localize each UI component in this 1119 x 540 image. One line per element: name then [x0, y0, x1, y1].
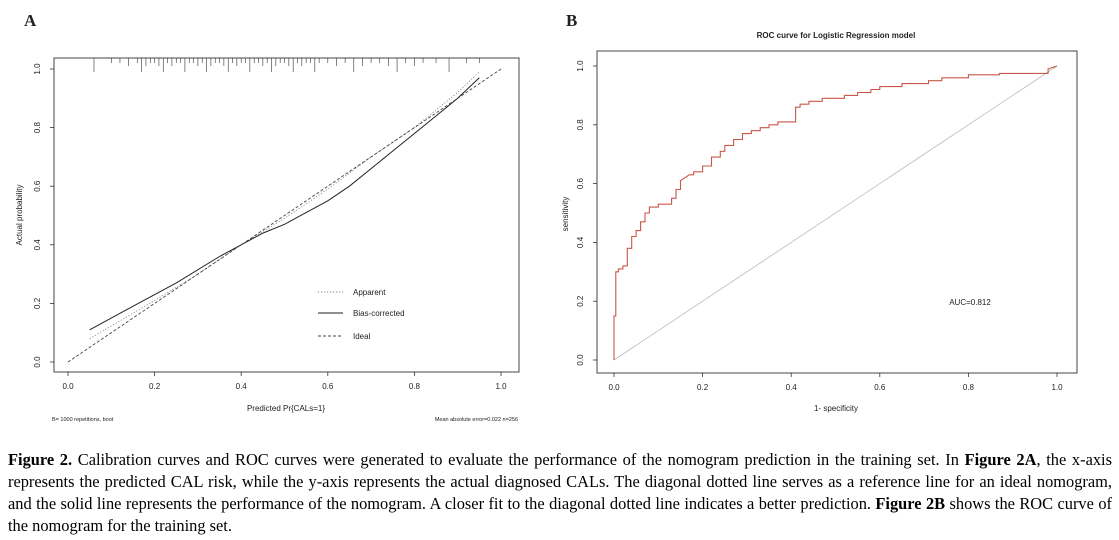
legend-apparent-label: Apparent: [353, 288, 386, 297]
legend-bias-corrected-label: Bias-corrected: [353, 309, 405, 318]
x-tick-label: 1.0: [1051, 383, 1063, 392]
y-tick-label: 0.2: [33, 297, 42, 309]
x-tick-label: 0.2: [149, 382, 161, 391]
x-tick-label: 0.8: [963, 383, 975, 392]
roc-plot-frame: [596, 50, 1078, 374]
y-tick-label: 0.0: [576, 354, 585, 366]
legend-ideal-label: Ideal: [353, 332, 371, 341]
x-tick-label: 1.0: [495, 382, 507, 391]
caption-text-2: , the x-axis represents the predicted CA…: [8, 450, 1112, 513]
caption-text-3: shows the ROC curve of the nomogram for …: [8, 494, 1112, 535]
y-tick-label: 0.4: [33, 239, 42, 251]
y-tick-label: 0.4: [576, 236, 585, 248]
roc-xlabel: 1- specificity: [814, 404, 858, 413]
x-tick-label: 0.4: [236, 382, 248, 391]
x-tick-label: 0.8: [409, 382, 421, 391]
calibration-note-right: Mean absolute error=0.022 n=256: [435, 417, 518, 423]
y-tick-label: 0.6: [576, 177, 585, 189]
y-tick-label: 0.6: [33, 180, 42, 192]
calibration-legend: Apparent Bias-corrected Ideal: [318, 288, 405, 341]
calibration-rug: [93, 58, 480, 72]
panel-b-letter: B: [566, 11, 577, 30]
panel-a-letter: A: [24, 11, 37, 30]
calibration-plot-frame: [53, 57, 520, 373]
y-tick-label: 0.2: [576, 295, 585, 307]
x-tick-label: 0.0: [62, 382, 74, 391]
y-tick-label: 0.0: [33, 356, 42, 368]
caption-text-1: Calibration curves and ROC curves were g…: [72, 450, 965, 469]
figure-caption: Figure 2. Calibration curves and ROC cur…: [8, 449, 1112, 537]
calibration-line-ideal: [67, 68, 502, 363]
calibration-ylabel: Actual probability: [15, 185, 24, 246]
roc-ylabel: sensitivity: [561, 197, 570, 232]
x-tick-label: 0.6: [874, 383, 886, 392]
y-tick-label: 0.8: [33, 121, 42, 133]
calibration-line-apparent: [89, 71, 480, 339]
y-tick-label: 0.8: [576, 119, 585, 131]
figure-2: A 0.0 0.0 0.2 0.2 0.4 0.4 0.6 0.6 0.8 0.8 1.0 1.0 P…: [15, 11, 1078, 423]
calibration-xlabel: Predicted Pr{CALs=1}: [247, 404, 325, 413]
caption-figure-label: Figure 2.: [8, 450, 73, 469]
x-tick-label: 0.4: [786, 383, 798, 392]
y-tick-label: 1.0: [576, 60, 585, 72]
calibration-axes: 0.0 0.0 0.2 0.2 0.4 0.4 0.6 0.6 0.8 0.8 1.0 1.0: [33, 63, 507, 391]
roc-axes: 0.0 0.0 0.2 0.2 0.4 0.4 0.6 0.6 0.8 0.8 1.0 1.0: [576, 60, 1063, 392]
roc-lines: [613, 65, 1058, 361]
caption-ref-2a: Figure 2A: [964, 450, 1037, 469]
x-tick-label: 0.0: [608, 383, 620, 392]
x-tick-label: 0.2: [697, 383, 709, 392]
calibration-lines: [67, 68, 502, 363]
calibration-note-left: B= 1000 repetitions, boot: [52, 417, 114, 423]
x-tick-label: 0.6: [322, 382, 334, 391]
roc-auc-label: AUC=0.812: [949, 298, 991, 307]
caption-ref-2b: Figure 2B: [875, 494, 946, 513]
roc-title: ROC curve for Logistic Regression model: [757, 31, 916, 40]
y-tick-label: 1.0: [33, 63, 42, 75]
calibration-line-bias-corrected: [89, 77, 480, 331]
roc-reference-line: [613, 65, 1058, 361]
roc-curve: [613, 65, 1058, 360]
